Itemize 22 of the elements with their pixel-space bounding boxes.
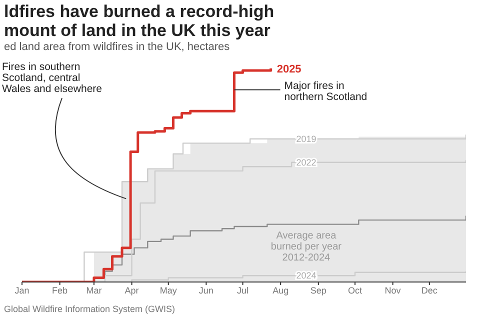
text: Global Wildfire Information System (GWIS) bbox=[4, 304, 176, 314]
x-tick-label: Oct bbox=[348, 285, 362, 296]
x-tick-label: Dec bbox=[421, 285, 438, 296]
chart-subtitle: ed land area from wildfires in the UK, hectares bbox=[4, 41, 230, 53]
x-tick-label: Nov bbox=[384, 285, 402, 296]
x-tick-label: Sep bbox=[310, 285, 326, 296]
annotation: Major fires in northern Scotland bbox=[284, 80, 368, 103]
x-tick-label: May bbox=[160, 285, 178, 296]
series-label: 2025 bbox=[276, 63, 302, 76]
annotation: Fires in southern Scotland, central Wales and elsewhere bbox=[2, 61, 102, 95]
x-tick-label: Jun bbox=[198, 285, 214, 296]
x-tick-label: Jul bbox=[237, 285, 249, 296]
series-label: 2019 bbox=[296, 134, 316, 144]
series-label: 2024 bbox=[296, 270, 316, 281]
x-tick-label: Feb bbox=[52, 285, 68, 296]
series-label: Average area burned per year 2012-2024 bbox=[270, 230, 342, 264]
x-tick-label: Aug bbox=[272, 285, 289, 296]
series-label: 2022 bbox=[296, 157, 316, 168]
x-tick-label: Jan bbox=[14, 285, 30, 296]
chart-title: ldfires have burned a record-high mount of land in the UK this year bbox=[4, 2, 274, 40]
x-tick-label: Apr bbox=[124, 285, 139, 296]
x-tick-label: Mar bbox=[86, 285, 102, 296]
